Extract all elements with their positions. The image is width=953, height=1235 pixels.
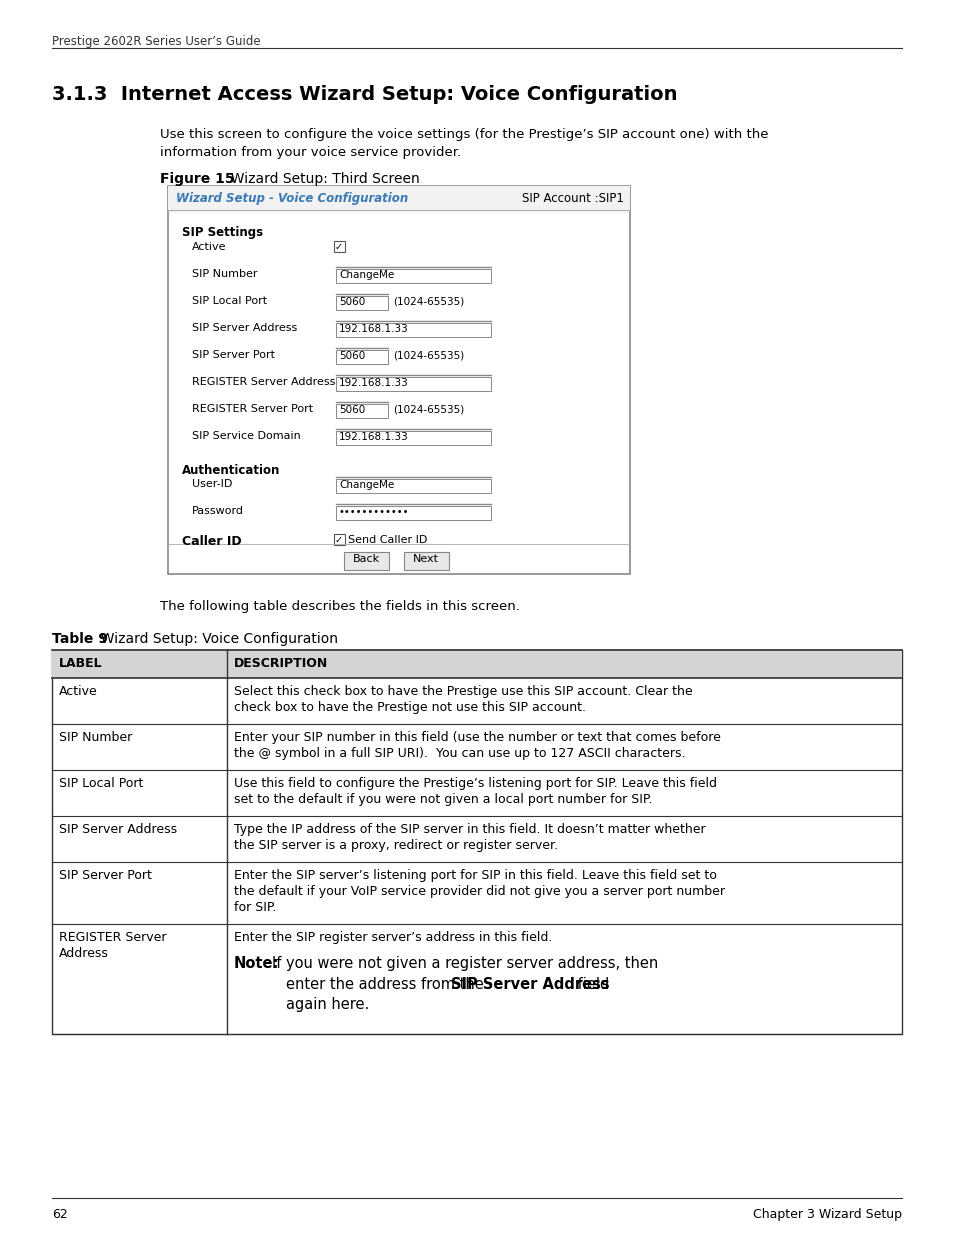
Bar: [52, 650, 901, 1034]
Text: SIP Server Address: SIP Server Address: [450, 977, 609, 992]
Text: Use this field to configure the Prestige’s listening port for SIP. Leave this fi: Use this field to configure the Prestige…: [233, 777, 717, 790]
Bar: [52, 650, 901, 678]
Text: SIP Server Port: SIP Server Port: [192, 350, 274, 359]
Text: Wizard Setup - Voice Configuration: Wizard Setup - Voice Configuration: [175, 191, 408, 205]
Bar: [403, 552, 449, 571]
Text: The following table describes the fields in this screen.: The following table describes the fields…: [160, 600, 519, 613]
Text: ChangeMe: ChangeMe: [338, 270, 394, 280]
Text: SIP Local Port: SIP Local Port: [192, 296, 267, 306]
Text: Back: Back: [352, 555, 379, 564]
Text: 3.1.3  Internet Access Wizard Setup: Voice Configuration: 3.1.3 Internet Access Wizard Setup: Voic…: [52, 85, 677, 104]
Text: Active: Active: [59, 685, 97, 698]
Text: Chapter 3 Wizard Setup: Chapter 3 Wizard Setup: [752, 1208, 901, 1221]
Bar: [335, 269, 491, 283]
Text: DESCRIPTION: DESCRIPTION: [233, 657, 328, 671]
Text: the default if your VoIP service provider did not give you a server port number: the default if your VoIP service provide…: [233, 885, 724, 898]
Text: Active: Active: [192, 242, 226, 252]
Text: 5060: 5060: [338, 351, 365, 361]
Text: SIP Number: SIP Number: [192, 269, 257, 279]
Text: ChangeMe: ChangeMe: [338, 480, 394, 490]
Text: Authentication: Authentication: [182, 464, 280, 477]
Text: SIP Number: SIP Number: [59, 731, 132, 743]
Text: REGISTER Server: REGISTER Server: [59, 931, 167, 944]
Text: for SIP.: for SIP.: [233, 902, 276, 914]
Text: Caller ID: Caller ID: [182, 535, 241, 548]
Text: enter the address from the: enter the address from the: [286, 977, 488, 992]
Text: SIP Account :SIP1: SIP Account :SIP1: [521, 191, 623, 205]
Bar: [335, 324, 491, 337]
Text: Enter the SIP server’s listening port for SIP in this field. Leave this field se: Enter the SIP server’s listening port fo…: [233, 869, 716, 882]
Text: Type the IP address of the SIP server in this field. It doesn’t matter whether: Type the IP address of the SIP server in…: [233, 823, 705, 836]
Text: (1024-65535): (1024-65535): [393, 351, 464, 361]
Bar: [168, 186, 629, 574]
Text: Figure 15: Figure 15: [160, 172, 234, 186]
Text: Enter your SIP number in this field (use the number or text that comes before: Enter your SIP number in this field (use…: [233, 731, 720, 743]
Bar: [335, 350, 388, 364]
Bar: [335, 431, 491, 445]
Text: Wizard Setup: Voice Configuration: Wizard Setup: Voice Configuration: [91, 632, 337, 646]
Text: (1024-65535): (1024-65535): [393, 296, 464, 308]
Text: Wizard Setup: Third Screen: Wizard Setup: Third Screen: [222, 172, 419, 186]
Text: 5060: 5060: [338, 296, 365, 308]
Text: SIP Server Address: SIP Server Address: [192, 324, 297, 333]
Text: LABEL: LABEL: [59, 657, 103, 671]
Text: Prestige 2602R Series User’s Guide: Prestige 2602R Series User’s Guide: [52, 35, 260, 48]
Text: Use this screen to configure the voice settings (for the Prestige’s SIP account : Use this screen to configure the voice s…: [160, 128, 768, 141]
Text: the SIP server is a proxy, redirect or register server.: the SIP server is a proxy, redirect or r…: [233, 839, 558, 852]
Text: Next: Next: [413, 555, 438, 564]
Bar: [344, 552, 389, 571]
Text: User-ID: User-ID: [192, 479, 233, 489]
Text: ✓: ✓: [335, 242, 343, 252]
Bar: [335, 404, 388, 417]
Text: 62: 62: [52, 1208, 68, 1221]
Text: ••••••••••••: ••••••••••••: [338, 508, 409, 517]
Text: SIP Server Port: SIP Server Port: [59, 869, 152, 882]
Text: again here.: again here.: [286, 998, 369, 1013]
Text: If you were not given a register server address, then: If you were not given a register server …: [272, 956, 658, 971]
Text: SIP Settings: SIP Settings: [182, 226, 263, 240]
Bar: [168, 186, 629, 210]
Text: REGISTER Server Port: REGISTER Server Port: [192, 404, 313, 414]
Text: ✓: ✓: [335, 535, 343, 545]
Text: Select this check box to have the Prestige use this SIP account. Clear the: Select this check box to have the Presti…: [233, 685, 692, 698]
Text: REGISTER Server Address: REGISTER Server Address: [192, 377, 335, 387]
Text: 5060: 5060: [338, 405, 365, 415]
Text: Table 9: Table 9: [52, 632, 108, 646]
Bar: [335, 377, 491, 391]
Text: Send Caller ID: Send Caller ID: [348, 535, 427, 545]
Text: field: field: [573, 977, 609, 992]
Text: check box to have the Prestige not use this SIP account.: check box to have the Prestige not use t…: [233, 701, 585, 714]
Text: set to the default if you were not given a local port number for SIP.: set to the default if you were not given…: [233, 793, 652, 806]
Text: Password: Password: [192, 506, 244, 516]
Text: SIP Server Address: SIP Server Address: [59, 823, 177, 836]
Text: 192.168.1.33: 192.168.1.33: [338, 378, 408, 388]
Bar: [334, 534, 345, 545]
Bar: [335, 479, 491, 493]
Bar: [335, 506, 491, 520]
Text: SIP Local Port: SIP Local Port: [59, 777, 143, 790]
Text: 192.168.1.33: 192.168.1.33: [338, 432, 408, 442]
Text: Enter the SIP register server’s address in this field.: Enter the SIP register server’s address …: [233, 931, 552, 944]
Text: the @ symbol in a full SIP URI).  You can use up to 127 ASCII characters.: the @ symbol in a full SIP URI). You can…: [233, 747, 685, 760]
Text: SIP Service Domain: SIP Service Domain: [192, 431, 300, 441]
Text: (1024-65535): (1024-65535): [393, 405, 464, 415]
Text: Address: Address: [59, 947, 109, 960]
Text: information from your voice service provider.: information from your voice service prov…: [160, 146, 460, 159]
Text: Note:: Note:: [233, 956, 279, 971]
Text: 192.168.1.33: 192.168.1.33: [338, 324, 408, 333]
Bar: [334, 241, 345, 252]
Bar: [335, 296, 388, 310]
